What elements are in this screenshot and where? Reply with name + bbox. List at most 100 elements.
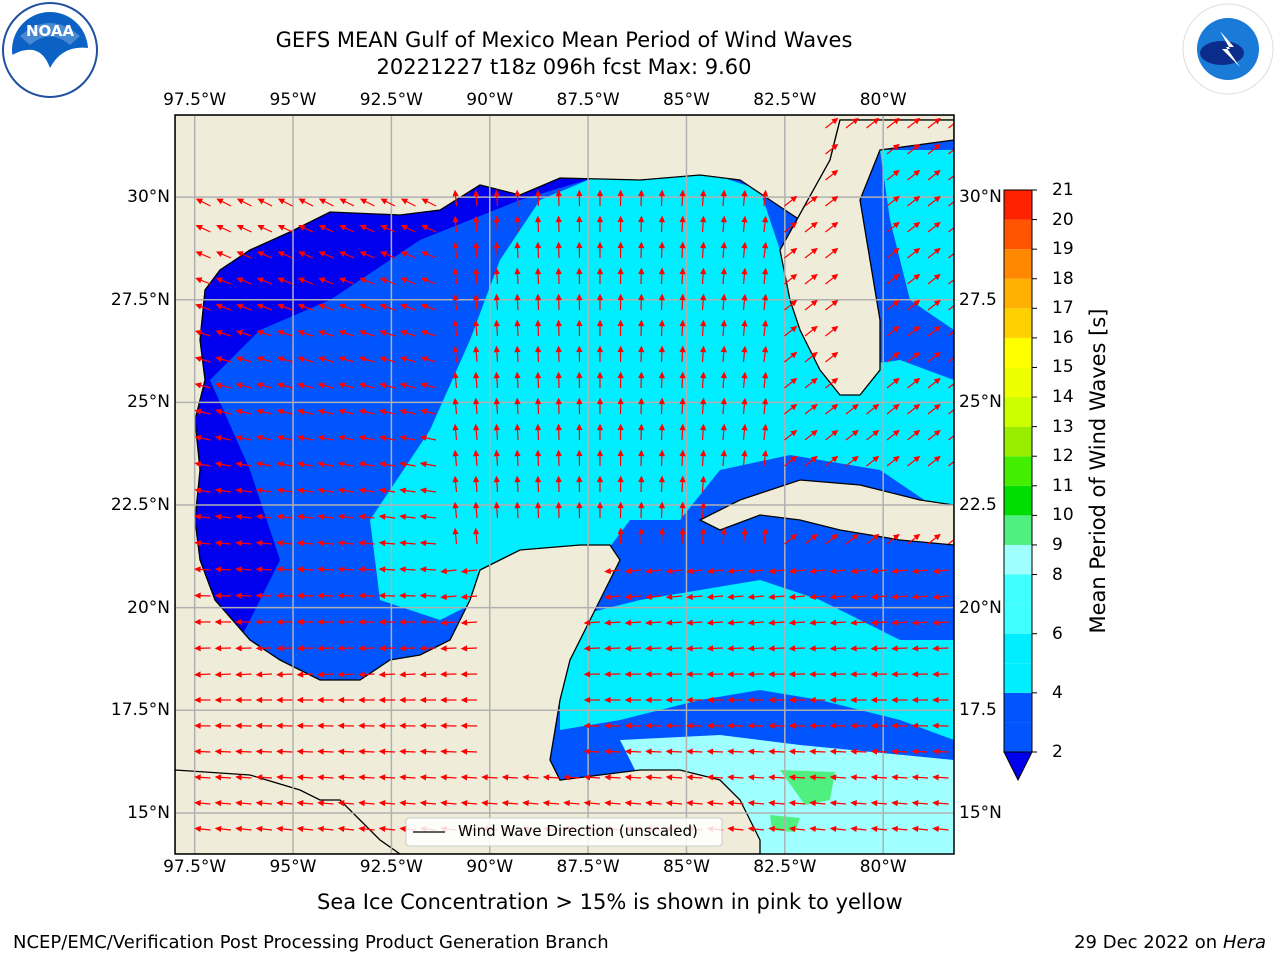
wave-arrow-head-533 (460, 593, 468, 600)
wave-arrow-head-769 (727, 774, 734, 781)
lon-tick-top-3: 90°W (466, 90, 514, 110)
wave-arrow-head-748 (296, 774, 304, 781)
wave-arrow-head-739 (870, 748, 878, 755)
wave-arrow-head-183 (741, 293, 748, 301)
wave-arrow-head-429 (638, 475, 645, 483)
wave-arrow-head-656 (378, 696, 386, 704)
wave-arrow-head-742 (932, 748, 939, 755)
wave-arrow-head-798 (563, 800, 570, 807)
wave-arrow-head-585 (235, 645, 242, 652)
wave-arrow-head-372 (214, 461, 222, 468)
wave-arrow-head-244 (555, 345, 562, 353)
wave-arrow-head-391 (617, 449, 624, 457)
wave-arrow-head-215 (679, 319, 686, 327)
wave-arrow-head-608 (809, 645, 816, 652)
wave-arrow-head-447 (493, 501, 500, 509)
wave-arrow-head-34 (555, 189, 562, 197)
wave-arrow-head-13 (892, 169, 900, 177)
wave-arrow-head-207 (514, 319, 521, 327)
wave-arrow-head-82 (831, 221, 839, 229)
wave-arrow-head-305 (358, 408, 366, 415)
wave-arrow-head-4 (913, 117, 921, 125)
lon-tick-bottom-1: 95°W (269, 857, 317, 877)
wave-arrow-head-468 (399, 539, 406, 547)
wave-arrow-head-41 (700, 189, 707, 197)
colorbar-tick-11: 16 (1052, 327, 1074, 348)
wave-arrow-head-744 (214, 774, 222, 781)
wave-arrow-head-384 (473, 449, 480, 457)
wave-arrow-head-477 (720, 527, 727, 535)
wave-arrow-head-471 (473, 527, 480, 535)
wave-arrow-head-460 (235, 539, 242, 547)
wave-arrow-head-717 (317, 748, 324, 755)
wave-arrow-head-541 (747, 593, 755, 600)
wave-arrow-head-663 (624, 696, 632, 704)
wave-arrow-head-1 (851, 117, 859, 125)
wave-arrow-head-366 (872, 429, 880, 437)
wave-arrow-head-272 (399, 382, 407, 389)
wave-arrow-head-465 (337, 539, 345, 547)
wave-arrow-head-327 (831, 403, 839, 411)
wave-arrow-head-127 (297, 277, 305, 284)
wave-arrow-head-96 (379, 251, 388, 257)
wave-arrow-head-818 (214, 825, 222, 833)
wave-arrow-head-645 (911, 671, 919, 678)
wave-arrow-head-286 (700, 371, 707, 379)
wave-arrow-head-546 (850, 593, 857, 600)
wave-arrow-head-134 (452, 267, 459, 275)
wave-arrow-head-594 (419, 645, 427, 652)
wave-arrow-head-536 (645, 593, 652, 600)
wave-arrow-head-434 (214, 513, 222, 520)
wave-arrow-head-198 (317, 329, 326, 336)
wave-arrow-head-186 (810, 299, 818, 307)
wave-arrow-head-685 (317, 722, 324, 729)
wave-arrow-head-845 (768, 825, 775, 833)
wave-arrow-head-679 (194, 722, 201, 729)
wave-arrow-head-255 (790, 351, 798, 359)
wave-arrow-head-474 (658, 527, 666, 535)
wave-arrow-head-373 (235, 461, 243, 468)
wave-arrow-head-143 (638, 267, 645, 275)
wave-arrow-head-819 (235, 825, 242, 833)
wave-arrow-head-155 (933, 273, 941, 281)
wave-arrow-head-772 (788, 774, 796, 781)
wave-arrow-head-824 (337, 825, 345, 833)
wave-arrow-head-101 (493, 241, 500, 249)
lat-tick-right-5: 17.5 (959, 700, 997, 721)
wave-arrow-head-614 (932, 645, 939, 652)
wave-arrow-head-385 (493, 449, 500, 457)
wave-arrow-head-303 (317, 408, 325, 415)
wave-arrow-head-559 (358, 618, 365, 626)
wave-arrow-head-634 (686, 671, 693, 678)
wave-arrow-head-504 (624, 567, 632, 575)
wave-arrow-head-86 (955, 223, 960, 228)
wave-arrow-head-328 (851, 403, 859, 411)
wave-arrow-head-35 (576, 189, 583, 197)
lat-tick-left-6: 15°N (127, 802, 170, 823)
wave-arrow-head-61 (380, 224, 388, 231)
legend-label: Wind Wave Direction (unscaled) (458, 822, 698, 840)
wave-arrow-head-508 (706, 567, 714, 575)
wave-arrow-head-216 (700, 319, 707, 327)
wave-arrow-head-230 (256, 356, 264, 363)
wave-arrow-shaft-51 (948, 200, 954, 207)
wave-arrow-head-227 (194, 356, 202, 363)
wave-arrow-head-561 (399, 618, 406, 626)
wave-arrow-head-556 (296, 618, 304, 626)
wave-arrow-head-302 (297, 408, 305, 415)
footer-date: 29 Dec 2022 on Hera (1074, 932, 1266, 953)
wave-arrow-head-796 (522, 800, 529, 807)
colorbar-tick-10: 15 (1052, 357, 1074, 378)
wave-arrow-head-539 (706, 593, 714, 600)
wave-arrow-head-260 (933, 351, 941, 359)
wave-arrow-head-448 (514, 501, 521, 509)
wave-arrow-head-287 (720, 371, 727, 379)
wave-arrow-head-696 (645, 722, 652, 729)
wave-arrow-head-83 (892, 221, 900, 229)
wave-arrow-head-265 (256, 382, 264, 389)
wave-arrow-head-509 (727, 567, 734, 575)
wave-arrow-head-386 (514, 449, 521, 457)
wave-arrow-head-501 (440, 567, 447, 575)
colorbar-segment-13 (1004, 337, 1032, 368)
wave-arrow-head-57 (298, 224, 306, 231)
